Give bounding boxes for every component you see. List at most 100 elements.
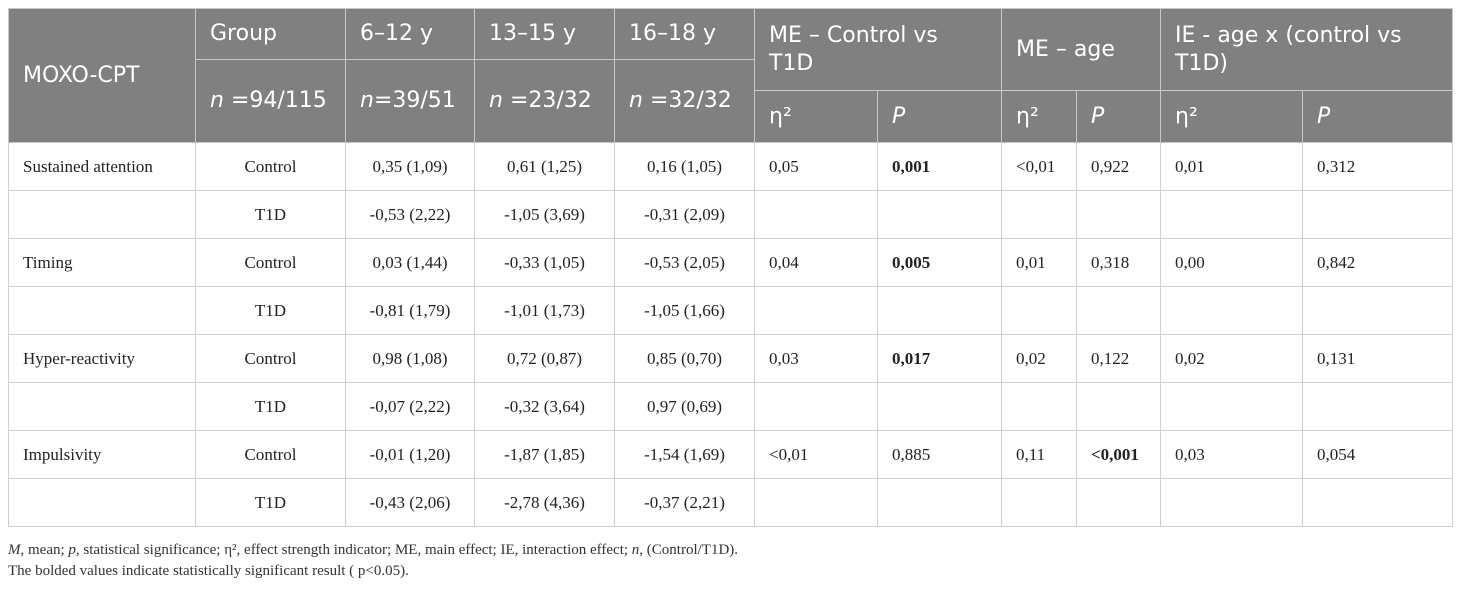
table-cell <box>1160 190 1304 239</box>
table-cell <box>1302 286 1454 335</box>
header-stat: η² <box>754 90 878 143</box>
header-n: n=39/51 <box>345 59 475 143</box>
table-cell: Control <box>195 430 346 479</box>
table-cell: 0,11 <box>1001 430 1077 479</box>
footnote-segment: M <box>8 542 21 558</box>
table-cell: -0,32 (3,64) <box>474 382 615 431</box>
header-stat: η² <box>1001 90 1077 143</box>
table-cell <box>1001 382 1077 431</box>
table-cell <box>1075 478 1162 527</box>
table-cell: 0,03 <box>1160 430 1304 479</box>
table-cell: 0,131 <box>1302 334 1454 383</box>
n-part: n <box>489 88 503 114</box>
table-cell: -0,53 (2,22) <box>345 190 475 239</box>
table-cell <box>8 382 196 431</box>
table-cell: 0,922 <box>1075 142 1162 191</box>
header-effect: ME – Control vs T1D <box>754 8 1002 91</box>
table-cell: 0,054 <box>1302 430 1454 479</box>
table-cell: -0,31 (2,09) <box>614 190 755 239</box>
table-cell: 0,61 (1,25) <box>474 142 615 191</box>
n-part: n <box>360 88 374 114</box>
table-cell: Impulsivity <box>8 430 196 479</box>
table-cell: 0,05 <box>754 142 878 191</box>
table-cell: -0,81 (1,79) <box>345 286 475 335</box>
table-cell <box>1302 478 1454 527</box>
table-cell: 0,16 (1,05) <box>614 142 755 191</box>
table-cell: 0,122 <box>1075 334 1162 383</box>
table-row: T1D -0,07 (2,22) -0,32 (3,64) 0,97 (0,69) <box>8 382 1454 431</box>
table-cell: <0,01 <box>754 430 878 479</box>
table-cell <box>8 190 196 239</box>
table-cell: 0,03 (1,44) <box>345 238 475 287</box>
header-age: 6–12 y <box>345 8 475 60</box>
footnote: M, mean; p, statistical significance; η²… <box>8 540 738 582</box>
table-cell: 0,017 <box>877 334 1002 383</box>
table-cell: -0,53 (2,05) <box>614 238 755 287</box>
table-cell: 0,85 (0,70) <box>614 334 755 383</box>
header-stat: P <box>877 90 1002 143</box>
table-cell: -1,05 (3,69) <box>474 190 615 239</box>
table-cell <box>877 478 1002 527</box>
table-cell <box>8 286 196 335</box>
table-cell <box>1302 382 1454 431</box>
table-wrap: MOXO-CPT Group 6–12 y 13–15 y 16–18 y ME… <box>8 8 1454 527</box>
table-cell <box>1001 190 1077 239</box>
n-part: =39/51 <box>373 88 456 114</box>
table-cell: 0,312 <box>1302 142 1454 191</box>
table-cell: 0,72 (0,87) <box>474 334 615 383</box>
footnote-segment: p <box>68 542 76 558</box>
table-cell: 0,318 <box>1075 238 1162 287</box>
header-group: Group <box>195 8 346 60</box>
table-cell: -0,37 (2,21) <box>614 478 755 527</box>
header-n: n =94/115 <box>195 59 346 143</box>
n-part: =32/32 <box>642 88 732 114</box>
table-cell: Hyper-reactivity <box>8 334 196 383</box>
table-cell: 0,02 <box>1001 334 1077 383</box>
n-part: =94/115 <box>223 88 327 114</box>
table-cell: T1D <box>195 286 346 335</box>
table-cell: -1,54 (1,69) <box>614 430 755 479</box>
table-cell: 0,35 (1,09) <box>345 142 475 191</box>
table-cell: 0,03 <box>754 334 878 383</box>
table-cell: Sustained attention <box>8 142 196 191</box>
table-cell: T1D <box>195 382 346 431</box>
table-cell <box>1075 190 1162 239</box>
header-n: n =32/32 <box>614 59 755 143</box>
table-cell: 0,98 (1,08) <box>345 334 475 383</box>
table-cell: -1,01 (1,73) <box>474 286 615 335</box>
footnote-legend: M, mean; p, statistical significance; η²… <box>8 540 738 561</box>
table-cell <box>754 478 878 527</box>
table-cell: <0,01 <box>1001 142 1077 191</box>
table-cell <box>1001 478 1077 527</box>
table-cell: T1D <box>195 478 346 527</box>
table-cell: -0,43 (2,06) <box>345 478 475 527</box>
table-cell: 0,04 <box>754 238 878 287</box>
table-cell: 0,885 <box>877 430 1002 479</box>
header-title: MOXO-CPT <box>8 8 196 143</box>
table-cell: Timing <box>8 238 196 287</box>
table-cell <box>1160 478 1304 527</box>
table-cell: <0,001 <box>1075 430 1162 479</box>
footnote-note: The bolded values indicate statistically… <box>8 563 409 579</box>
table-cell <box>8 478 196 527</box>
table-cell: T1D <box>195 190 346 239</box>
n-part: =23/32 <box>502 88 592 114</box>
table-row: T1D -0,53 (2,22) -1,05 (3,69) -0,31 (2,09) <box>8 190 1454 239</box>
table-row: Impulsivity Control -0,01 (1,20) -1,87 (1,8… <box>8 430 1454 479</box>
table-row: T1D -0,43 (2,06) -2,78 (4,36) -0,37 (2,21) <box>8 478 1454 527</box>
table-cell <box>1075 382 1162 431</box>
header-n: n =23/32 <box>474 59 615 143</box>
footnote-segment: , mean; <box>20 542 69 558</box>
n-part: n <box>210 88 224 114</box>
table-row: T1D -0,81 (1,79) -1,01 (1,73) -1,05 (1,66) <box>8 286 1454 335</box>
table-cell: Control <box>195 238 346 287</box>
footnote-segment: , statistical significance; η², effect s… <box>75 542 632 558</box>
table-cell <box>1302 190 1454 239</box>
table-row: Hyper-reactivity Control 0,98 (1,08) 0,72 (… <box>8 334 1454 383</box>
header-effect: IE - age x (control vs T1D) <box>1160 8 1454 91</box>
table-cell: 0,005 <box>877 238 1002 287</box>
header-stat: P <box>1302 90 1454 143</box>
table-cell <box>1075 286 1162 335</box>
table-cell: -0,33 (1,05) <box>474 238 615 287</box>
